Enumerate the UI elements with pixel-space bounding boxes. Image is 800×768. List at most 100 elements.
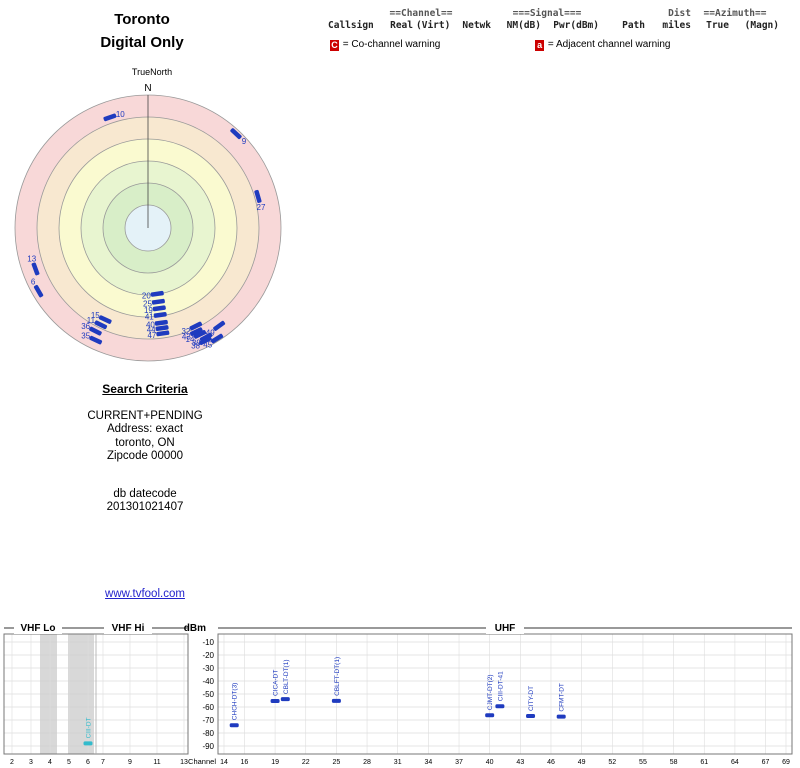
chart-station-bar [280, 697, 290, 702]
radar-channel-marker [155, 325, 169, 332]
dbm-tick-label: -70 [202, 716, 214, 725]
dbm-axis-label: dBm [184, 623, 206, 634]
col-pwr: Pwr(dBm) [553, 20, 599, 31]
radar-channel-number: 45 [203, 340, 212, 349]
chart-station-label: CITY-DT [528, 686, 535, 711]
channel-tick-label: 16 [241, 759, 249, 766]
channel-tick-label: 6 [86, 759, 90, 766]
chart-station-label: CJMT-DT(2) [487, 674, 494, 710]
radar-channel-marker [199, 336, 212, 346]
channel-tick-label: 61 [700, 759, 708, 766]
col-magn: (Magn) [744, 20, 779, 31]
header-channel-group: ==Channel== [389, 8, 453, 19]
radar-channel-number: 14 [186, 335, 195, 344]
chart-station-label: CICA-DT [273, 670, 280, 696]
radar-channel-number: 20 [142, 291, 151, 300]
channel-tick-label: 19 [271, 759, 279, 766]
dbm-tick-label: -30 [202, 664, 214, 673]
vhf-lo-band-label: VHF Lo [21, 623, 56, 634]
radar-plot: Toronto Digital Only TrueNorth N 27 13 6 10… [14, 11, 282, 362]
radar-channel-marker [89, 335, 103, 345]
col-virt: (Virt) [416, 20, 451, 31]
radar-channel-marker [103, 113, 117, 122]
channel-tick-label: 14 [220, 759, 228, 766]
search-criteria-heading: Search Criteria [102, 382, 188, 396]
criteria-mode: CURRENT+PENDING [87, 409, 203, 422]
radar-channel-number: 36 [81, 322, 90, 331]
radar-channel-marker [254, 189, 262, 203]
radar-channel-number: 6 [31, 278, 36, 287]
chart-band-labels: VHF Lo VHF Hi dBm UHF Channel [4, 621, 792, 766]
radar-channel-marker [213, 320, 226, 331]
radar-channel-marker [98, 315, 112, 324]
radar-channel-marker [33, 284, 44, 298]
radar-channel-marker [189, 321, 203, 331]
radar-channel-number: 44 [147, 326, 156, 335]
channel-tick-label: 3 [29, 759, 33, 766]
radar-channel-marker [189, 327, 203, 336]
warning-legend: C = Co-channel warning a = Adjacent chan… [318, 39, 798, 51]
radar-channel-marker [31, 262, 40, 276]
radar-channel-marker [193, 330, 207, 339]
criteria-address-type: Address: exact [106, 423, 184, 435]
channel-tick-label: 64 [731, 759, 739, 766]
chart-station-label: CHCH-DT(3) [232, 683, 239, 721]
channel-tick-label: 55 [639, 759, 647, 766]
channel-tick-label: 34 [424, 759, 432, 766]
adjacent-warning-icon: a [535, 40, 545, 51]
radar-channel-marker [152, 305, 166, 312]
radar-channel-marker [156, 330, 170, 337]
db-datecode-label: db datecode [113, 487, 177, 500]
radar-channel-marker [89, 326, 102, 336]
radar-channel-number: 25 [143, 299, 152, 308]
channel-tick-label: 11 [153, 759, 160, 766]
dbm-tick-label: -80 [202, 729, 214, 738]
radar-channel-number: 13 [27, 255, 36, 264]
chart-station-bar [526, 713, 536, 718]
dbm-tick-label: -50 [202, 690, 214, 699]
dbm-tick-label: -60 [202, 703, 214, 712]
search-criteria: Search Criteria CURRENT+PENDING Address:… [40, 382, 250, 515]
signal-strength-chart: -10-20-30-40-50-60-70-80-902 3 4 5 6 7 9 11 13 14… [3, 621, 793, 766]
radar-channel-number: 27 [257, 203, 266, 212]
chart-station-label: CBLFT-DT(1) [334, 657, 341, 696]
radar-channel-number: 19 [144, 306, 153, 315]
radar-channel-marker [94, 320, 108, 330]
radar-channel-number: 38 [191, 342, 200, 351]
channel-tick-label: 28 [363, 759, 371, 766]
uhf-band-label: UHF [495, 623, 516, 634]
radar-markers: 2713610920251941404447151136353243144939… [27, 110, 266, 351]
radar-title-mode: Digital Only [100, 34, 184, 51]
criteria-location: toronto, ON [115, 436, 175, 449]
tvfool-link[interactable]: www.tvfool.com [105, 588, 185, 600]
radar-title-city: Toronto [114, 11, 170, 28]
co-channel-warning-icon: C [330, 40, 339, 51]
chart-station-label: CIII-DT [86, 717, 93, 738]
radar-channel-number: 9 [242, 137, 247, 146]
uhf-label-bg [486, 621, 524, 634]
vhf-hi-label-bg [104, 621, 152, 634]
channel-tick-label: 4 [48, 759, 52, 766]
channel-axis-label: Channel [188, 757, 216, 766]
radar-channel-number: 15 [91, 311, 100, 320]
radar-channel-number: 40 [146, 320, 155, 329]
chart-generated-content: -10-20-30-40-50-60-70-80-902 3 4 5 6 7 9 11 13 14… [3, 633, 793, 766]
chart-station-label: CIII-DT-41 [497, 671, 504, 701]
radar-channel-marker [210, 333, 224, 344]
col-netwk: Netwk [462, 20, 491, 31]
chart-station-bar [331, 698, 341, 703]
channel-tick-label: 67 [762, 759, 770, 766]
channel-tick-label: 31 [394, 759, 402, 766]
radar-channel-number: 32 [181, 327, 190, 336]
radar-channel-marker [150, 290, 164, 297]
channel-tick-label: 37 [455, 759, 463, 766]
channel-tick-label: 7 [101, 759, 105, 766]
dbm-tick-label: -20 [202, 651, 214, 660]
co-channel-legend-text: = Co-channel warning [342, 39, 441, 50]
channel-tick-label: 49 [578, 759, 586, 766]
chart-station-bar [495, 704, 505, 709]
channel-tick-label: 13 [180, 759, 188, 766]
dbm-tick-label: -40 [202, 677, 214, 686]
db-datecode-value: 201301021407 [106, 501, 184, 513]
